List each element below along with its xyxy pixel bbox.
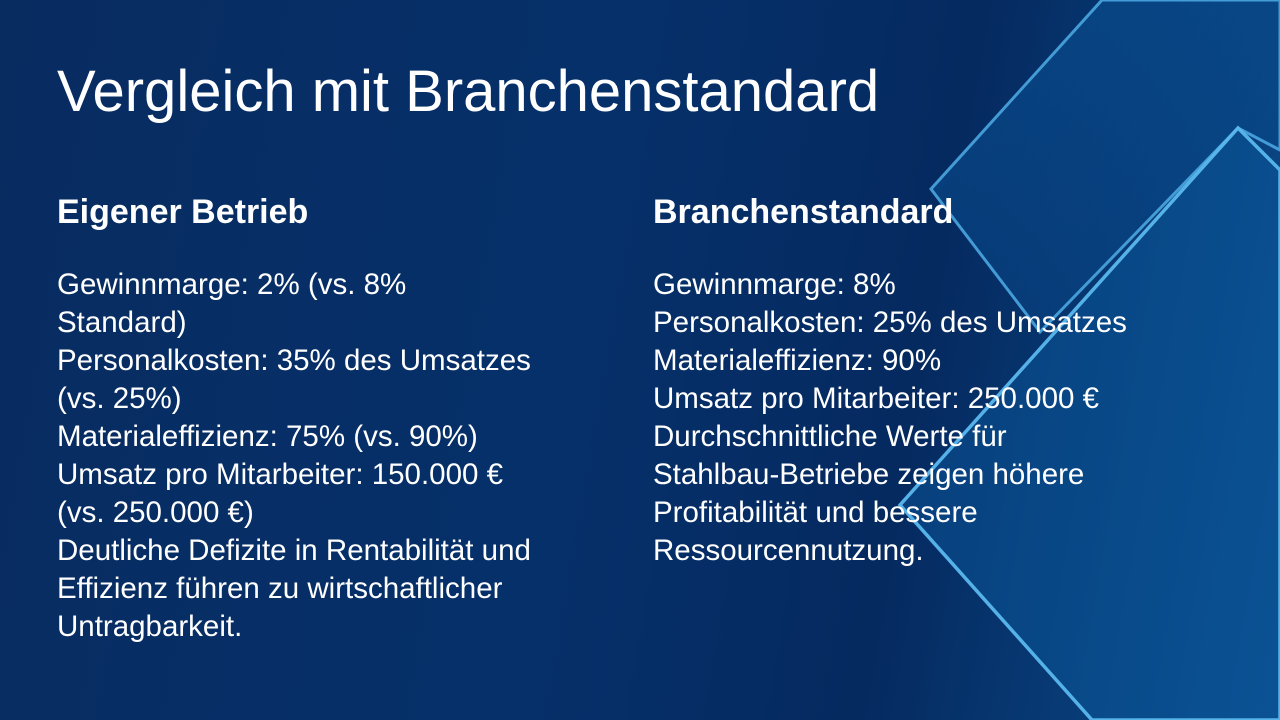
industry-standard-column: Branchenstandard Gewinnmarge: 8% Persona… [653, 192, 1193, 570]
industry-standard-line: Durchschnittliche Werte für [653, 420, 1007, 453]
industry-standard-text: Gewinnmarge: 8% Personalkosten: 25% des … [653, 266, 1193, 570]
own-business-line: Umsatz pro Mitarbeiter: 150.000 € [57, 458, 503, 491]
decor-diamond-front [897, 125, 1280, 720]
industry-standard-line: Ressourcennutzung. [653, 534, 924, 567]
industry-standard-line: Materialeffizienz: 90% [653, 344, 942, 377]
own-business-line: Materialeffizienz: 75% (vs. 90%) [57, 420, 478, 453]
own-business-line: Standard) [57, 306, 187, 339]
own-business-line: Untragbarkeit. [57, 610, 243, 643]
slide-title: Vergleich mit Branchenstandard [57, 59, 880, 124]
industry-standard-line: Profitabilität und bessere [653, 496, 978, 529]
own-business-line: Effizienz führen zu wirtschaftlicher [57, 572, 503, 605]
own-business-heading: Eigener Betrieb [57, 193, 309, 231]
own-business-line: (vs. 250.000 €) [57, 496, 254, 529]
industry-standard-line: Personalkosten: 25% des Umsatzes [653, 306, 1127, 339]
own-business-line: (vs. 25%) [57, 382, 182, 415]
industry-standard-line: Gewinnmarge: 8% [653, 268, 896, 301]
industry-standard-line: Stahlbau-Betriebe zeigen höhere [653, 458, 1085, 491]
own-business-text: Gewinnmarge: 2% (vs. 8% Standard) Person… [57, 266, 587, 646]
industry-standard-heading: Branchenstandard [653, 193, 954, 231]
own-business-line: Gewinnmarge: 2% (vs. 8% [57, 268, 407, 301]
own-business-column: Eigener Betrieb Gewinnmarge: 2% (vs. 8% … [57, 192, 587, 646]
own-business-line: Personalkosten: 35% des Umsatzes [57, 344, 531, 377]
industry-standard-line: Umsatz pro Mitarbeiter: 250.000 € [653, 382, 1099, 415]
own-business-line: Deutliche Defizite in Rentabilität und [57, 534, 531, 567]
